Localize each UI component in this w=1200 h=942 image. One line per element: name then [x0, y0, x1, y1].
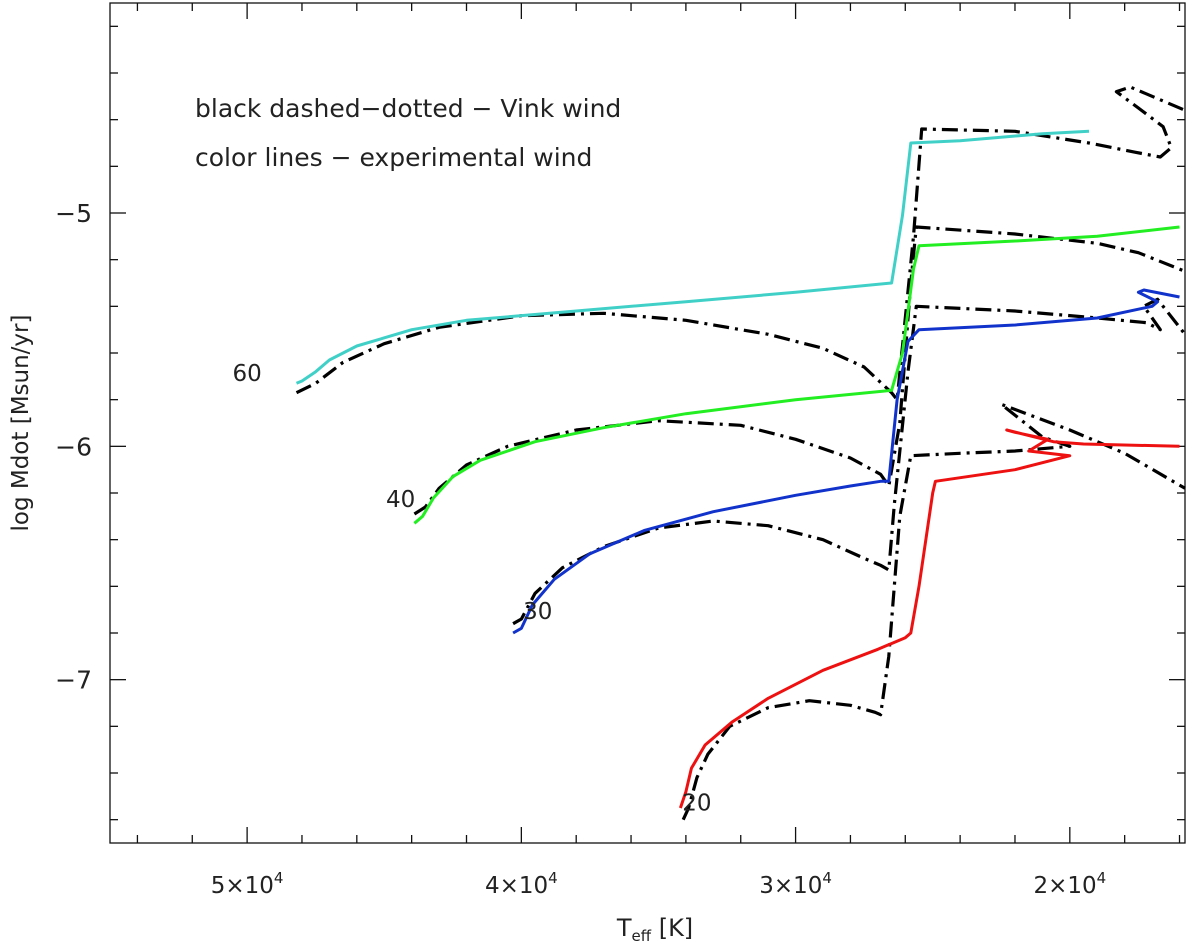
vink-wind-line — [295, 85, 1186, 402]
x-tick-label: 4×104 — [485, 869, 558, 899]
legend-annotation: color lines − experimental wind — [195, 143, 592, 172]
x-tick-label: 5×104 — [211, 869, 284, 899]
x-axis-title: Teff [K] — [616, 914, 693, 942]
mass-label-60: 60 — [232, 361, 261, 387]
x-tick-label: 3×104 — [759, 869, 832, 899]
legend-annotation: black dashed−dotted − Vink wind — [195, 94, 621, 123]
mass-label-20: 20 — [682, 790, 711, 816]
experimental-wind-line — [512, 288, 1180, 635]
mass-label-30: 30 — [523, 599, 552, 625]
experimental-wind-line — [413, 225, 1180, 525]
vink-wind-line — [512, 297, 1187, 626]
experimental-wind-line — [678, 428, 1180, 809]
x-tick-label: 2×104 — [1033, 869, 1106, 899]
y-tick-label: −6 — [55, 432, 92, 461]
axis-labels: 5×104 4×104 3×104 2×104 −5 −6 −7 log Mdot [Msun… — [8, 94, 1106, 942]
axis-ticks — [110, 3, 1185, 843]
y-axis-title: log Mdot [Msun/yr] — [8, 315, 34, 532]
vink-wind-line — [413, 225, 1186, 516]
experimental-wind-line — [295, 129, 1090, 385]
plot-frame — [109, 2, 1186, 844]
vink-wind-line — [681, 402, 1186, 821]
mass-label-40: 40 — [386, 487, 415, 513]
y-tick-label: −5 — [55, 199, 92, 228]
series-layer — [295, 85, 1187, 821]
y-tick-label: −7 — [55, 666, 92, 695]
